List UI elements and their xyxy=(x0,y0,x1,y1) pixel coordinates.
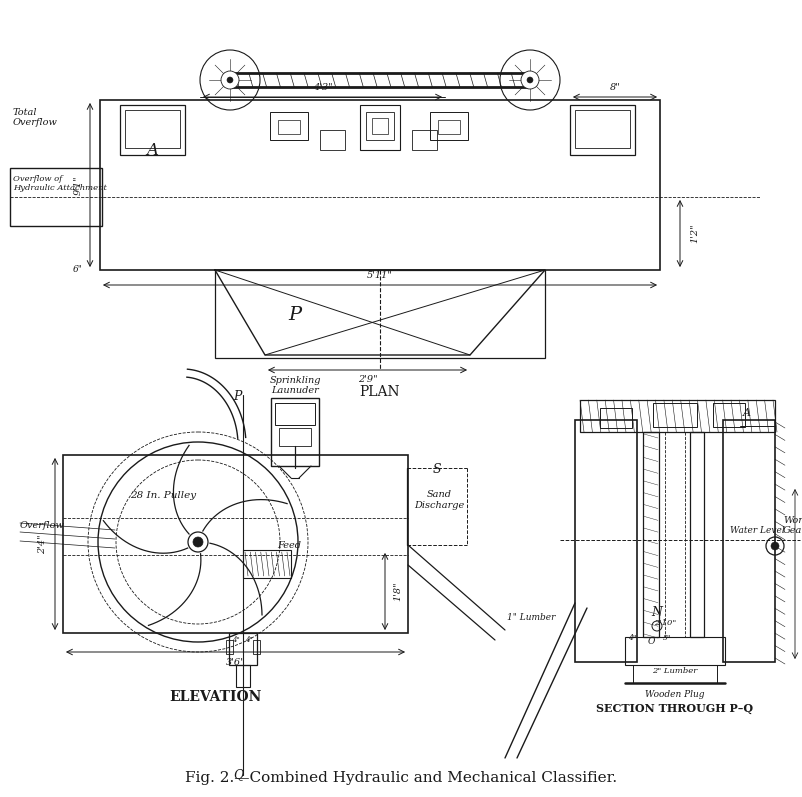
Text: Sand
Discharge: Sand Discharge xyxy=(413,490,464,510)
Text: Q: Q xyxy=(233,768,243,781)
Bar xyxy=(229,633,257,665)
Text: Worm
Gear: Worm Gear xyxy=(782,516,802,536)
Text: PLAN: PLAN xyxy=(359,385,400,399)
Bar xyxy=(722,420,774,662)
Circle shape xyxy=(192,537,203,547)
Circle shape xyxy=(520,71,538,89)
Bar xyxy=(277,120,300,134)
Bar xyxy=(125,110,180,148)
Text: A: A xyxy=(742,408,750,418)
Bar xyxy=(236,665,249,687)
Text: Total
Overflow: Total Overflow xyxy=(13,108,58,128)
Text: N: N xyxy=(650,606,662,619)
Text: 1" Lumber: 1" Lumber xyxy=(506,613,555,622)
Bar xyxy=(652,403,696,427)
Bar xyxy=(320,130,345,150)
Text: 1'8": 1'8" xyxy=(392,582,402,601)
Text: Water Level: Water Level xyxy=(729,526,784,535)
Bar xyxy=(366,112,394,140)
Text: Wooden Plug: Wooden Plug xyxy=(645,690,704,699)
Bar xyxy=(371,118,387,134)
Text: Overflow: Overflow xyxy=(20,521,65,530)
Text: Fig. 2.—Combined Hydraulic and Mechanical Classifier.: Fig. 2.—Combined Hydraulic and Mechanica… xyxy=(184,771,616,785)
Text: Sprinkling
Launuder: Sprinkling Launuder xyxy=(269,375,320,395)
Text: 2" Lumber: 2" Lumber xyxy=(651,667,697,675)
Text: 8": 8" xyxy=(609,83,620,92)
Text: 5": 5" xyxy=(662,634,670,642)
Bar xyxy=(574,420,636,662)
Circle shape xyxy=(188,532,208,552)
Bar xyxy=(411,130,436,150)
Text: 9'1": 9'1" xyxy=(74,175,83,194)
Bar xyxy=(624,637,724,665)
Bar xyxy=(632,665,716,683)
Text: Overflow of
Hydraulic Attachment: Overflow of Hydraulic Attachment xyxy=(13,175,107,192)
Bar xyxy=(100,100,659,270)
Text: 6": 6" xyxy=(73,265,83,274)
Bar xyxy=(119,105,184,155)
Text: S: S xyxy=(432,463,441,476)
Circle shape xyxy=(770,542,778,550)
Text: 4'3": 4'3" xyxy=(312,83,332,92)
Bar xyxy=(278,428,310,446)
Circle shape xyxy=(221,71,239,89)
Bar xyxy=(712,403,744,427)
Bar xyxy=(10,168,102,226)
Text: P: P xyxy=(288,306,302,324)
Circle shape xyxy=(227,77,233,83)
Text: 4": 4" xyxy=(627,634,635,642)
Bar xyxy=(63,455,407,633)
Text: SECTION THROUGH P–Q: SECTION THROUGH P–Q xyxy=(596,703,752,714)
Bar xyxy=(437,120,460,134)
Text: 2'4": 2'4" xyxy=(38,534,47,554)
Text: O: O xyxy=(647,637,654,646)
Bar xyxy=(429,112,468,140)
Text: 4": 4" xyxy=(245,636,253,644)
Bar xyxy=(574,110,630,148)
Text: 1'2": 1'2" xyxy=(689,224,698,243)
Text: Feed: Feed xyxy=(277,541,301,550)
Text: ELEVATION: ELEVATION xyxy=(168,690,261,704)
Text: P: P xyxy=(233,390,241,403)
Bar xyxy=(269,112,308,140)
Bar xyxy=(253,640,260,654)
Bar xyxy=(642,432,658,637)
Text: 5'11": 5'11" xyxy=(367,271,392,280)
Bar xyxy=(359,105,399,150)
Text: 2'9": 2'9" xyxy=(357,375,377,384)
Text: 28 In. Pulley: 28 In. Pulley xyxy=(130,491,196,500)
Bar xyxy=(270,398,318,466)
Circle shape xyxy=(526,77,533,83)
Bar xyxy=(569,105,634,155)
Bar xyxy=(215,270,545,358)
Text: 2'10": 2'10" xyxy=(653,619,675,627)
Bar xyxy=(599,408,631,428)
Bar xyxy=(225,640,233,654)
Text: 3'6": 3'6" xyxy=(225,658,245,667)
Bar xyxy=(579,400,774,432)
Bar xyxy=(243,550,290,578)
Bar xyxy=(274,403,314,425)
Text: A: A xyxy=(146,142,158,159)
Text: 4": 4" xyxy=(232,636,240,644)
Bar xyxy=(689,432,703,637)
